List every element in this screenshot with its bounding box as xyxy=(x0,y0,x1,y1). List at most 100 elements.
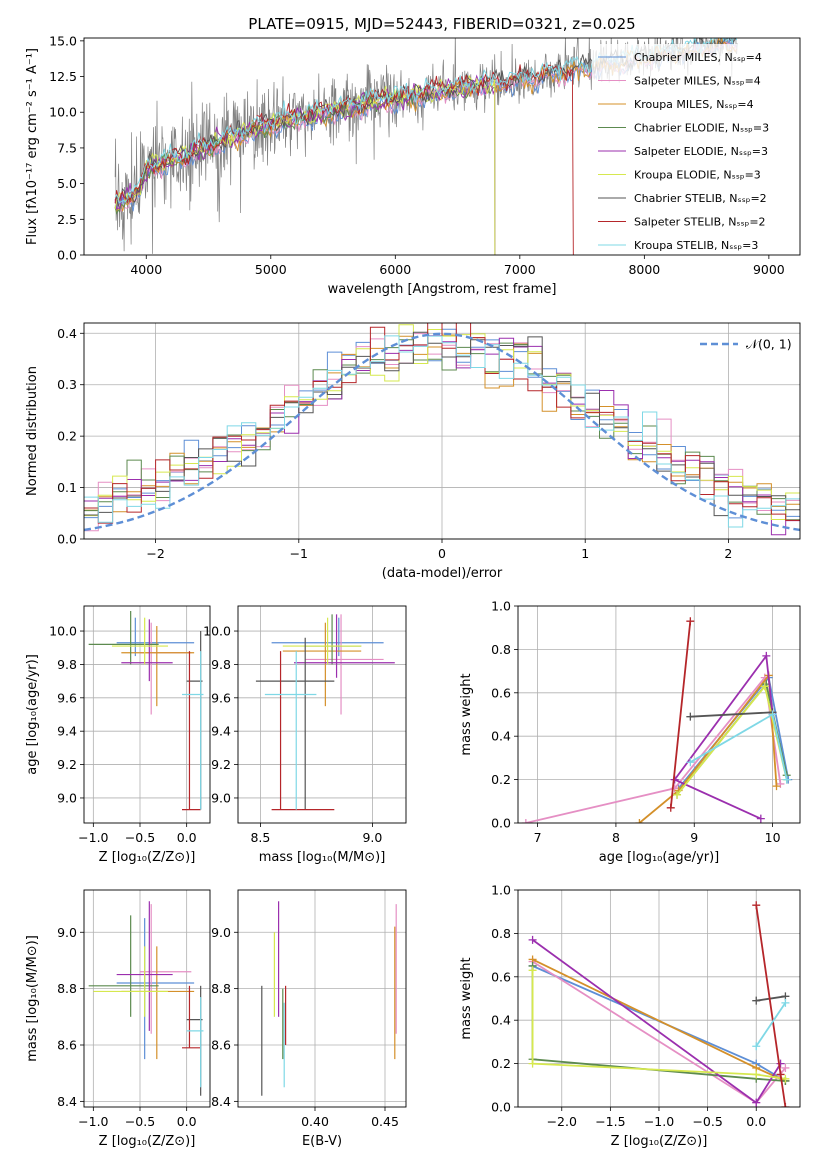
error-bar-point xyxy=(282,617,362,665)
axis-ticks: −2.0 −1.5 −1.0 −0.5 0.0 0.0 0.2 0.4 0.6 0.8 1.0 xyxy=(491,883,800,1129)
weight-line-1 xyxy=(525,675,782,823)
weight-marker xyxy=(781,1063,790,1072)
axes-frame xyxy=(83,889,211,1108)
error-bar-point xyxy=(305,614,384,715)
weight-marker xyxy=(781,998,790,1007)
weight-marker xyxy=(528,1059,537,1068)
spectrum-panel: PLATE=0915, MJD=52443, FIBERID=0321, z=0… xyxy=(25,15,801,297)
axes-frame xyxy=(83,322,801,540)
y-tick-label: 8.6 xyxy=(57,1038,77,1053)
histograms xyxy=(84,323,800,536)
legend-entry: Salpeter ELODIE, Nₛₛₚ=3 xyxy=(634,145,768,158)
mass-weight-vs-age-panel: 7 8 9 10 0.0 0.2 0.4 0.6 0.8 1.0 age [log₁₀(age/yr… xyxy=(459,599,801,865)
y-tick-label: 0.0 xyxy=(57,532,77,547)
weight-line-2 xyxy=(638,673,778,823)
weight-marker xyxy=(781,1074,790,1083)
x-tick-label: 8000 xyxy=(628,262,660,277)
x-axis-label: Z [log₁₀(Z/Z⊙)] xyxy=(611,1134,708,1149)
y-tick-label: 0.4 xyxy=(491,1013,511,1028)
y-tick-label: 9.8 xyxy=(211,657,231,672)
weight-marker xyxy=(666,803,675,812)
axes-frame xyxy=(83,37,801,256)
y-tick-label: 7.5 xyxy=(57,140,77,155)
x-tick-label: 1 xyxy=(581,546,589,561)
x-axis-label: wavelength [Angstrom, rest frame] xyxy=(328,282,557,297)
mass-vs-ebv-panel: 0.40 0.45 8.4 8.6 8.8 9.0 E(B-V) xyxy=(211,889,407,1149)
error-bar-point xyxy=(264,651,317,810)
x-tick-label: −0.5 xyxy=(692,1114,722,1129)
weight-marker xyxy=(752,901,761,910)
y-tick-label: 0.3 xyxy=(57,377,77,392)
weight-marker xyxy=(521,819,530,823)
y-axis-label: Flux [fλ10⁻¹⁷ erg cm⁻² s⁻¹ A⁻¹] xyxy=(25,48,40,245)
error-bar-point xyxy=(140,904,192,1034)
legend-entry: Salpeter STELIB, Nₛₛₚ=2 xyxy=(634,216,766,229)
x-axis-label: Z [log₁₀(Z/Z⊙)] xyxy=(99,1134,196,1149)
x-axis-label: age [log₁₀(age/yr)] xyxy=(599,850,720,865)
error-bars xyxy=(261,901,397,1096)
y-tick-label: 1.0 xyxy=(491,599,511,614)
weight-marker xyxy=(781,1103,790,1107)
x-tick-label: 0.0 xyxy=(746,1114,766,1129)
x-tick-label: 7000 xyxy=(504,262,536,277)
legend-entry: Salpeter MILES, Nₛₛₚ=4 xyxy=(634,75,761,88)
gaussian-curve xyxy=(84,332,800,532)
weight-lines xyxy=(521,617,793,823)
weight-marker xyxy=(762,651,771,660)
y-tick-label: 0.8 xyxy=(491,926,511,941)
x-tick-label: −1.0 xyxy=(78,830,108,845)
y-tick-label: 9.4 xyxy=(211,724,231,739)
axis-ticks: 8.5 9.0 9.0 9.2 9.4 9.6 9.8 10.0 xyxy=(203,606,406,845)
y-axis-label: age [log₁₀(age/yr)] xyxy=(25,654,40,775)
y-tick-label: 0.0 xyxy=(491,1100,511,1115)
residual-legend: 𝒩(0, 1) xyxy=(700,337,792,352)
error-bar-point xyxy=(182,651,201,811)
mass-weight-vs-Z-panel: −2.0 −1.5 −1.0 −0.5 0.0 0.0 0.2 0.4 0.6 0.8 1.0 Z [… xyxy=(459,883,801,1149)
y-tick-label: 9.0 xyxy=(211,925,231,940)
weight-marker xyxy=(673,790,682,799)
y-tick-label: 0.0 xyxy=(491,816,511,831)
y-tick-label: 0.2 xyxy=(491,772,511,787)
x-tick-label: 2 xyxy=(724,546,732,561)
x-tick-label: 9 xyxy=(690,830,698,845)
error-bar-point xyxy=(112,617,168,665)
residual-panel: −2 −1 0 1 2 0.0 0.1 0.2 0.3 0.4 (data-model)/error… xyxy=(25,322,801,581)
weight-marker xyxy=(776,1070,785,1079)
x-tick-label: 0 xyxy=(438,546,446,561)
weight-marker xyxy=(686,758,695,767)
weight-line-4 xyxy=(673,653,774,820)
error-bar-point xyxy=(121,619,173,682)
weight-marker xyxy=(756,814,765,823)
x-tick-label: 9000 xyxy=(753,262,785,277)
y-tick-label: 8.6 xyxy=(211,1038,231,1053)
x-tick-label: −1 xyxy=(290,546,308,561)
axes-frame xyxy=(517,889,801,1108)
axis-ticks: 4000 5000 6000 7000 8000 9000 0.0 2.5 5.0 7.5 10.0… xyxy=(49,33,785,277)
x-tick-label: 4000 xyxy=(130,262,162,277)
y-tick-label: 10.0 xyxy=(203,624,231,639)
weight-marker xyxy=(635,819,644,823)
x-tick-label: −0.5 xyxy=(125,1114,155,1129)
error-bar-point xyxy=(186,997,204,1088)
legend-box xyxy=(592,44,797,250)
x-tick-label: 0.0 xyxy=(177,830,197,845)
weight-marker xyxy=(686,617,695,626)
spectrum-legend: Chabrier MILES, Nₛₛₚ=4 Salpeter MILES, Nₛ… xyxy=(592,44,797,252)
y-tick-label: 0.4 xyxy=(491,729,511,744)
x-tick-label: 10 xyxy=(765,830,781,845)
x-axis-label: E(B-V) xyxy=(302,1134,342,1149)
y-tick-label: 9.0 xyxy=(211,790,231,805)
y-tick-label: 9.8 xyxy=(57,657,77,672)
error-bar-point xyxy=(121,946,195,1060)
y-tick-label: 9.2 xyxy=(57,757,77,772)
y-tick-label: 9.2 xyxy=(211,757,231,772)
chart-title: PLATE=0915, MJD=52443, FIBERID=0321, z=0… xyxy=(248,15,635,33)
y-tick-label: 5.0 xyxy=(57,176,77,191)
y-tick-label: 9.6 xyxy=(57,690,77,705)
error-bar-point xyxy=(93,946,168,1017)
y-tick-label: 9.0 xyxy=(57,790,77,805)
x-tick-label: 0.0 xyxy=(177,1114,197,1129)
error-bar-point xyxy=(182,985,201,1049)
y-tick-label: 9.6 xyxy=(211,690,231,705)
